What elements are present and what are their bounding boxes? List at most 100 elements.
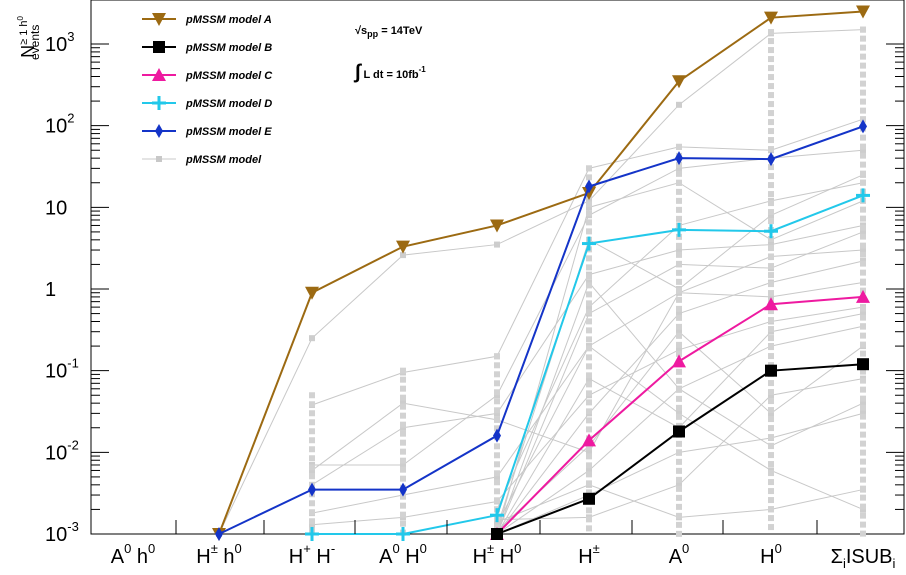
background-model-point <box>860 206 866 213</box>
data-point-bar <box>157 96 161 110</box>
background-model-point <box>586 372 592 379</box>
legend-item: pMSSM model <box>142 154 262 166</box>
data-point <box>764 297 778 311</box>
background-model-point <box>860 350 866 357</box>
legend-item: pMSSM model B <box>142 41 272 54</box>
category-sup: 0 <box>682 541 689 556</box>
legend-label: pMSSM model B <box>185 42 272 54</box>
background-model-point <box>494 362 500 369</box>
background-model-point <box>400 461 406 468</box>
background-model-point <box>860 310 866 317</box>
background-model-point <box>768 398 774 405</box>
background-model-point <box>860 53 866 60</box>
background-model-point <box>586 426 592 433</box>
background-model-point <box>768 254 774 261</box>
legend-item: pMSSM model C <box>142 68 273 82</box>
category-label: H± H0 <box>473 541 522 568</box>
background-model-point <box>768 293 774 300</box>
background-model-point <box>676 530 682 537</box>
background-model-point <box>676 179 682 186</box>
background-model-point <box>768 488 774 495</box>
category-base: H <box>196 546 210 568</box>
background-model-point <box>586 273 592 280</box>
background-model-point <box>860 422 866 429</box>
background-model-point <box>768 380 774 387</box>
y-tick-exponent: 3 <box>67 29 74 44</box>
background-model-point <box>860 476 866 483</box>
legend-label: pMSSM model A <box>185 14 272 26</box>
background-model-point <box>860 278 866 285</box>
category-base: H <box>578 546 592 568</box>
background-model-point <box>400 493 406 500</box>
background-model-point <box>676 296 682 303</box>
data-point <box>396 527 410 541</box>
data-point <box>305 286 319 300</box>
background-model-point <box>400 424 406 431</box>
series-lines <box>212 5 870 541</box>
y-axis-label-sub: events <box>28 25 42 60</box>
data-point <box>155 124 163 138</box>
category-mid: H <box>311 546 331 568</box>
background-model-point <box>309 428 315 435</box>
background-model-point <box>676 170 682 177</box>
background-model-point <box>494 479 500 486</box>
data-point <box>491 528 503 540</box>
data-point <box>767 152 775 167</box>
background-model-point <box>400 511 406 518</box>
background-model-point <box>860 251 866 258</box>
background-model-point <box>400 520 406 527</box>
background-model-point <box>676 323 682 330</box>
background-model-point <box>494 497 500 504</box>
background-model-point <box>860 386 866 393</box>
legend-label: pMSSM model D <box>185 98 272 110</box>
background-model-point <box>676 332 682 339</box>
data-point <box>857 358 869 371</box>
category-base: H <box>289 546 303 568</box>
series-line <box>218 125 864 535</box>
background-model-point <box>860 134 866 141</box>
energy-value: = 14TeV <box>378 25 423 37</box>
background-model-point <box>676 247 682 254</box>
background-model-point <box>586 291 592 298</box>
background-model-point <box>309 437 315 444</box>
background-model-point <box>309 410 315 417</box>
background-model-point <box>400 502 406 509</box>
background-model-point <box>768 83 774 90</box>
lumi-text: L dt = 10fb <box>363 69 418 81</box>
background-model-point <box>586 453 592 460</box>
background-model-point <box>860 494 866 501</box>
data-point <box>764 11 778 25</box>
background-model-point <box>494 380 500 387</box>
background-model-point <box>586 336 592 343</box>
category-sup2: - <box>331 541 335 556</box>
data-point <box>215 527 223 541</box>
background-model-point <box>586 363 592 370</box>
background-model-point <box>400 457 406 464</box>
background-model-point <box>676 467 682 474</box>
background-model-point <box>860 521 866 528</box>
data-point <box>582 433 596 447</box>
background-model-point <box>494 452 500 459</box>
background-model-point <box>768 425 774 432</box>
data-point <box>490 508 504 523</box>
data-point <box>493 428 501 443</box>
category-sup: 0 <box>392 541 399 556</box>
y-tick-exponent: -2 <box>67 437 79 452</box>
background-model-point <box>400 439 406 446</box>
background-model-point <box>768 200 774 207</box>
background-model-point <box>860 242 866 249</box>
y-tick-label: 102 <box>45 111 74 138</box>
y-tick-base: 10 <box>45 116 67 138</box>
y-tick-exponent: -3 <box>67 519 79 534</box>
category-label: H± <box>578 541 600 568</box>
data-point <box>764 224 778 239</box>
background-model-point <box>494 461 500 468</box>
background-model-point <box>309 446 315 453</box>
background-model-point <box>768 344 774 351</box>
category-label: H0 <box>760 541 782 568</box>
background-model-point <box>768 182 774 189</box>
background-model-point <box>768 241 774 248</box>
background-model-point <box>860 26 866 33</box>
y-tick-base: 10 <box>45 524 67 546</box>
background-model-point <box>768 272 774 279</box>
